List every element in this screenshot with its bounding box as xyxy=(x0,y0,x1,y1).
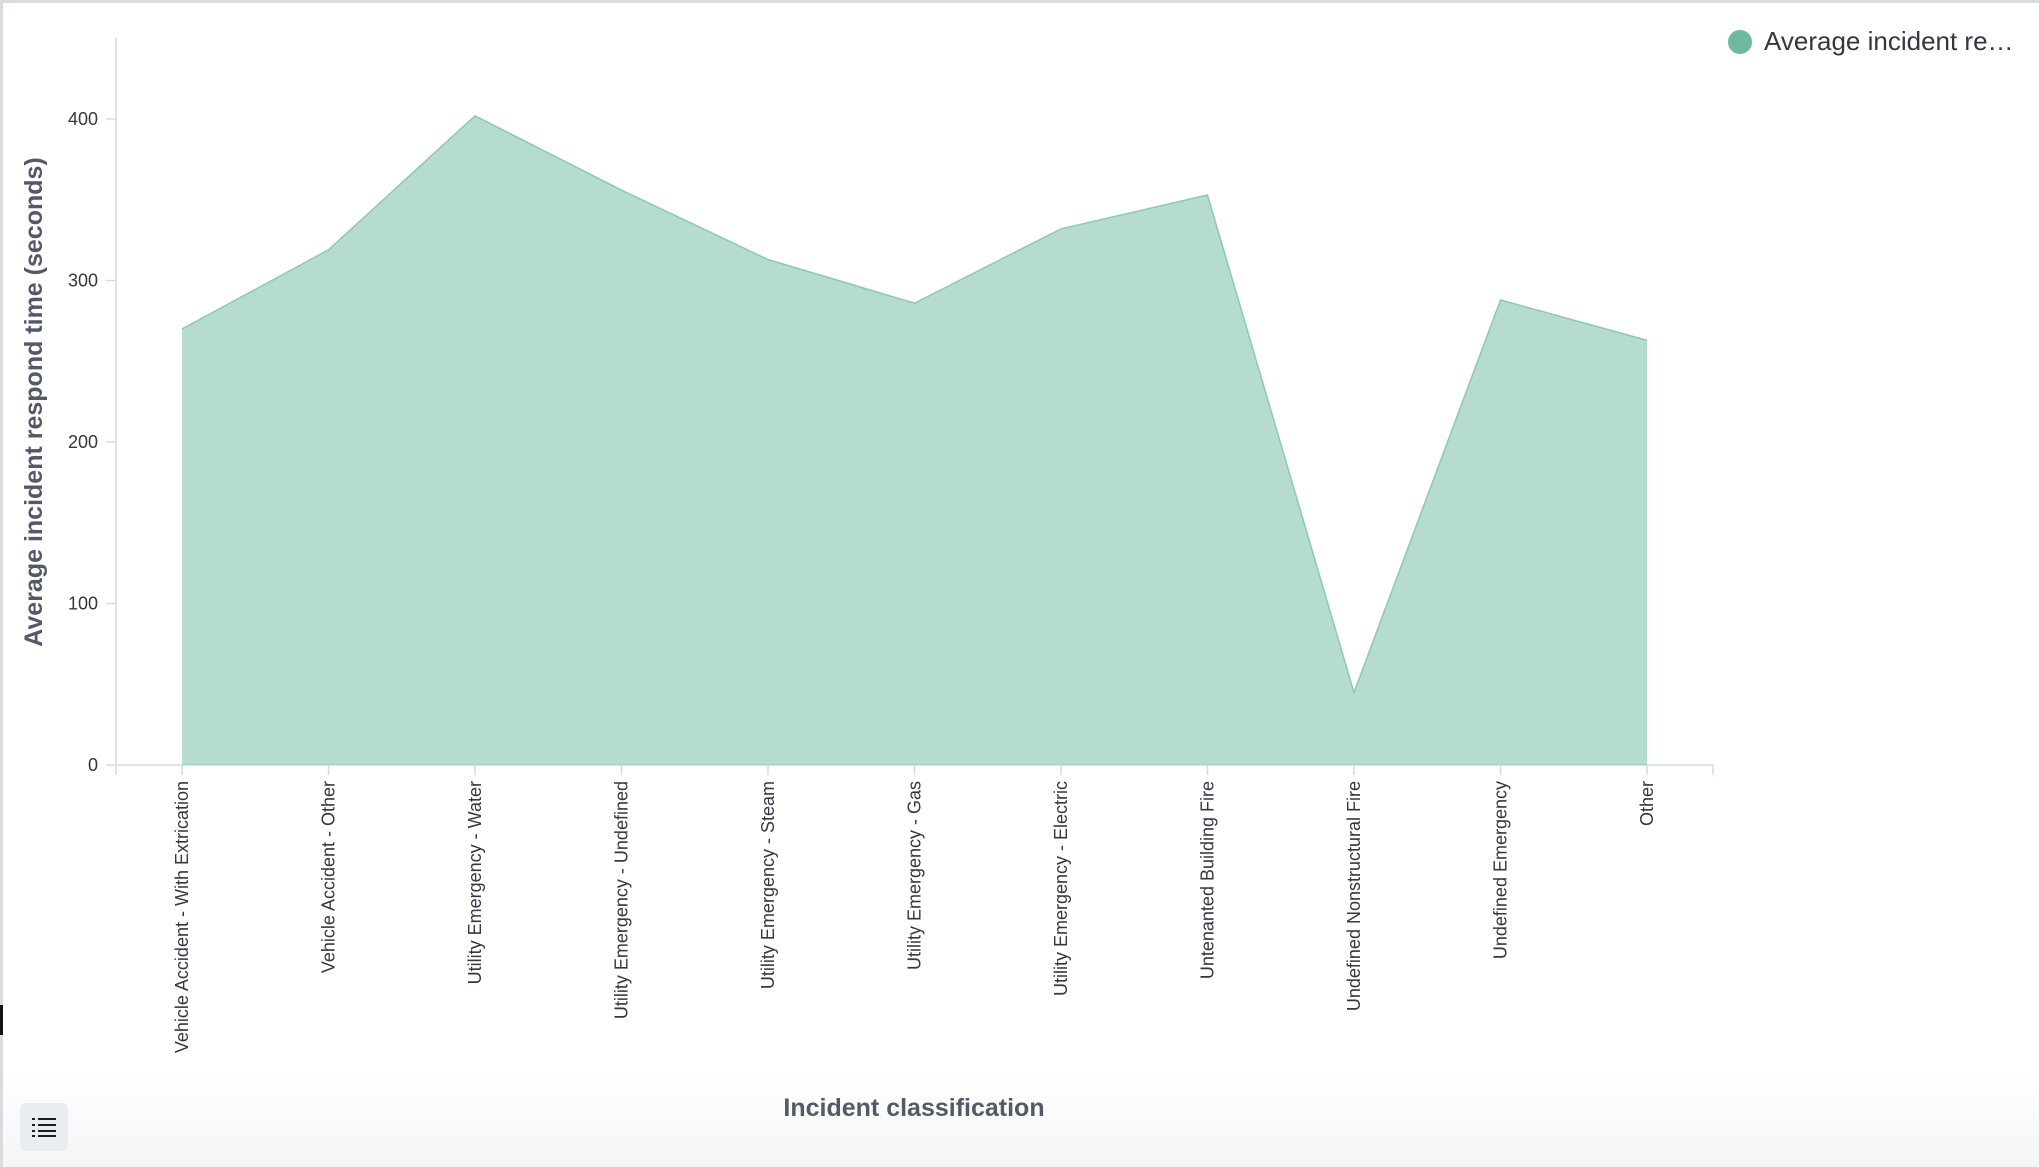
y-tick-label: 300 xyxy=(68,271,98,291)
area-series xyxy=(179,113,1650,765)
data-point[interactable] xyxy=(765,257,771,263)
x-axis-ticks: Vehicle Accident - With Extrication Vehic… xyxy=(172,765,1657,1053)
x-tick-label: Vehicle Accident - With Extrication xyxy=(172,781,192,1053)
x-tick-label: Utility Emergency - Electric xyxy=(1051,781,1071,996)
data-point[interactable] xyxy=(1058,226,1064,232)
x-tick-label: Utility Emergency - Undefined xyxy=(612,781,632,1019)
legend[interactable]: Average incident re… xyxy=(1728,26,2014,57)
x-tick-label: Utility Emergency - Steam xyxy=(758,781,778,989)
area-fill xyxy=(182,115,1647,765)
legend-swatch xyxy=(1728,29,1752,54)
y-tick-label: 100 xyxy=(68,594,98,614)
list-view-button[interactable] xyxy=(20,1103,68,1151)
y-tick-label: 400 xyxy=(68,109,98,129)
list-icon xyxy=(32,1118,56,1137)
y-tick-label: 200 xyxy=(68,432,98,452)
area-line xyxy=(181,114,1648,695)
x-tick-label: Undefined Emergency xyxy=(1491,781,1511,959)
x-axis-title: Incident classification xyxy=(783,1094,1044,1122)
data-point[interactable] xyxy=(1644,337,1650,343)
x-tick-label: Undefined Nonstructural Fire xyxy=(1344,781,1364,1011)
data-point[interactable] xyxy=(1205,192,1211,198)
y-tick-label: 0 xyxy=(88,755,98,775)
data-point[interactable] xyxy=(472,113,478,119)
x-tick-label: Utility Emergency - Gas xyxy=(905,781,925,970)
x-tick-label: Untenanted Building Fire xyxy=(1198,781,1218,979)
data-point[interactable] xyxy=(1498,297,1504,303)
data-point[interactable] xyxy=(1351,689,1357,695)
y-axis-title: Average incident respond time (seconds) xyxy=(20,157,48,646)
y-axis-ticks: 0 100 200 300 400 xyxy=(68,109,116,775)
data-point[interactable] xyxy=(912,300,918,306)
x-tick-label: Utility Emergency - Water xyxy=(465,781,485,984)
x-tick-label: Vehicle Accident - Other xyxy=(319,781,339,973)
data-point[interactable] xyxy=(179,326,185,332)
data-point[interactable] xyxy=(619,187,625,193)
window-edge-mark xyxy=(0,1005,3,1035)
legend-label: Average incident re… xyxy=(1764,26,2014,56)
data-point[interactable] xyxy=(326,247,332,253)
x-tick-label: Other xyxy=(1637,781,1657,826)
